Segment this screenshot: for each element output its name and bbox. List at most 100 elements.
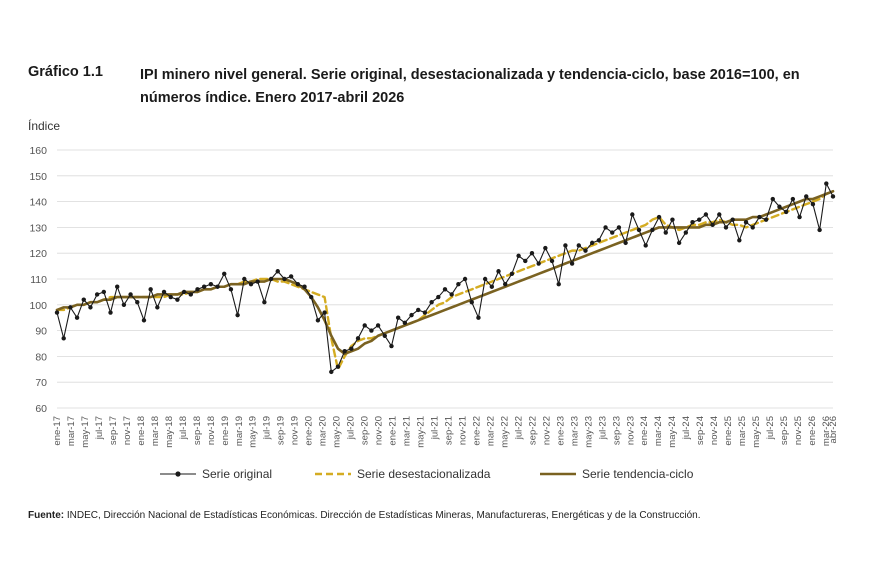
- data-point: [783, 209, 789, 215]
- data-point: [503, 281, 508, 287]
- x-tick-label: sep-19: [276, 416, 287, 445]
- x-tick-label: sep-23: [611, 416, 622, 445]
- data-point: [242, 276, 247, 282]
- data-point: [402, 320, 408, 326]
- data-point: [268, 276, 274, 282]
- data-point: [161, 289, 167, 295]
- x-tick-label: ene-19: [220, 416, 231, 446]
- y-tick-label: 110: [30, 274, 47, 286]
- data-point: [208, 281, 214, 287]
- y-tick-label: 130: [29, 222, 47, 234]
- data-point: [810, 201, 816, 207]
- data-point: [616, 225, 622, 230]
- data-point: [355, 336, 361, 341]
- x-tick-label: nov-17: [122, 416, 133, 445]
- data-point: [757, 214, 762, 220]
- data-point: [288, 274, 294, 279]
- data-point: [342, 349, 347, 354]
- data-point: [462, 276, 468, 282]
- data-point: [583, 248, 588, 253]
- data-point: [201, 284, 207, 289]
- data-point: [824, 181, 829, 186]
- x-tick-label: ene-23: [555, 416, 566, 446]
- x-tick-label: jul-24: [681, 416, 692, 440]
- data-point: [777, 204, 782, 209]
- data-point: [128, 292, 133, 297]
- data-point: [248, 281, 254, 287]
- data-point: [155, 305, 160, 310]
- x-tick-label: mar-20: [318, 416, 329, 446]
- data-point: [476, 315, 481, 320]
- data-point: [596, 238, 602, 243]
- data-point: [81, 297, 86, 302]
- x-tick-label: ene-24: [639, 416, 650, 446]
- legend: Serie original Serie desestacionalizada Se…: [160, 467, 694, 481]
- data-point: [382, 333, 387, 338]
- data-point: [630, 212, 635, 217]
- data-point: [643, 243, 648, 248]
- data-point: [589, 240, 595, 246]
- data-point: [262, 300, 267, 305]
- data-point: [770, 196, 775, 202]
- data-point: [663, 230, 668, 235]
- y-tick-label: 150: [29, 171, 47, 183]
- data-point: [322, 310, 327, 315]
- x-tick-label: mar-24: [653, 416, 664, 446]
- data-point: [536, 261, 541, 266]
- data-point: [804, 194, 809, 199]
- x-tick-label: abr-26: [828, 416, 839, 443]
- y-tick-label: 100: [29, 300, 47, 312]
- data-point: [710, 222, 715, 228]
- data-point: [94, 292, 100, 297]
- x-tick-label: mar-22: [485, 416, 496, 446]
- data-point: [750, 225, 755, 230]
- data-point: [442, 287, 448, 292]
- source-label: Fuente:: [28, 510, 65, 521]
- data-point: [141, 318, 147, 323]
- legend-marker: [175, 471, 181, 477]
- data-point: [569, 261, 575, 266]
- y-tick-label: 120: [29, 248, 47, 260]
- data-point: [496, 269, 501, 274]
- data-point: [817, 227, 822, 233]
- y-tick-label: 140: [29, 197, 47, 209]
- x-tick-label: nov-22: [541, 416, 552, 445]
- x-tick-label: mar-17: [66, 416, 77, 446]
- x-tick-label: sep-18: [192, 416, 203, 445]
- data-point: [676, 240, 682, 246]
- x-tick-label: mar-19: [234, 416, 245, 446]
- source-text: INDEC, Dirección Nacional de Estadística…: [66, 510, 701, 521]
- x-tick-label: may-19: [248, 416, 259, 448]
- data-point: [482, 276, 488, 282]
- data-point: [489, 284, 495, 289]
- x-tick-label: mar-18: [150, 416, 161, 446]
- data-point: [389, 343, 394, 349]
- series-line-1: [55, 190, 835, 371]
- data-point: [135, 300, 140, 305]
- data-point: [349, 346, 354, 351]
- data-point: [723, 225, 729, 230]
- data-point: [656, 214, 662, 220]
- data-point: [188, 292, 193, 297]
- x-tick-label: mar-23: [569, 416, 580, 446]
- data-point: [456, 281, 461, 287]
- data-point: [549, 258, 555, 264]
- x-tick-label: may-23: [583, 416, 594, 448]
- series-lines: [54, 181, 836, 375]
- data-point: [830, 194, 836, 199]
- data-point: [717, 212, 722, 217]
- data-point: [88, 305, 93, 310]
- legend-label: Serie tendencia-ciclo: [582, 467, 694, 481]
- data-point: [235, 312, 240, 318]
- y-tick-label: 70: [35, 377, 47, 389]
- data-point: [175, 297, 180, 302]
- data-point: [329, 369, 334, 375]
- data-point: [369, 328, 374, 333]
- x-tick-label: sep-17: [108, 416, 119, 445]
- x-tick-label: jul-21: [430, 416, 441, 440]
- data-point: [763, 217, 769, 222]
- data-point: [683, 230, 689, 235]
- x-tick-label: ene-21: [388, 416, 399, 446]
- data-point: [790, 196, 796, 202]
- x-tick-label: nov-21: [457, 416, 468, 445]
